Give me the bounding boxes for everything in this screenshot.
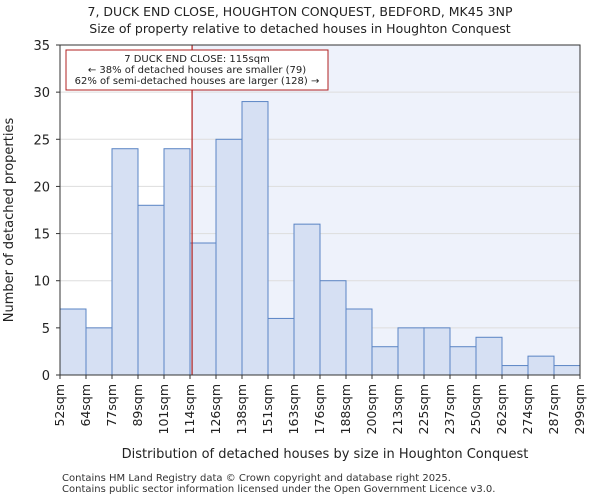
x-tick-label: 163sqm — [286, 384, 301, 434]
x-tick-label: 274sqm — [520, 384, 535, 434]
x-tick-label: 299sqm — [572, 384, 587, 434]
annotation-line-1: 7 DUCK END CLOSE: 115sqm — [124, 54, 270, 65]
bar-274sqm — [527, 355, 555, 376]
y-tick-label: 25 — [33, 133, 50, 148]
chart-subtitle: Size of property relative to detached ho… — [89, 21, 511, 36]
x-tick-label: 200sqm — [364, 384, 379, 434]
bar-176sqm — [319, 280, 347, 376]
x-tick-label: 89sqm — [130, 384, 145, 427]
annotation-box — [65, 49, 329, 91]
bar-52sqm — [59, 308, 87, 376]
x-tick-label: 77sqm — [104, 384, 119, 427]
bar-126sqm — [215, 138, 243, 376]
bar-163sqm — [293, 223, 321, 376]
annotation-line-3: 62% of semi-detached houses are larger (… — [75, 76, 320, 87]
x-tick-label: 250sqm — [468, 384, 483, 434]
bar-262sqm — [501, 365, 529, 376]
x-tick-label: 237sqm — [442, 384, 457, 434]
x-tick-label: 126sqm — [208, 384, 223, 434]
bar-89sqm — [137, 204, 165, 376]
y-tick-label: 10 — [33, 275, 50, 290]
y-axis-label: Number of detached properties — [2, 118, 17, 323]
bar-250sqm — [475, 336, 503, 376]
y-tick-label: 15 — [33, 228, 50, 243]
x-axis-label: Distribution of detached houses by size … — [122, 447, 529, 462]
x-tick-label: 114sqm — [182, 384, 197, 434]
bar-188sqm — [345, 308, 373, 376]
y-tick-label: 5 — [42, 322, 50, 337]
y-axis-ticks: 0 5 10 15 20 25 30 35 — [33, 39, 60, 384]
annotation-line-2: ← 38% of detached houses are smaller (79… — [88, 65, 306, 76]
y-tick-label: 0 — [42, 369, 50, 384]
x-tick-label: 138sqm — [234, 384, 249, 434]
bar-114sqm — [189, 242, 217, 376]
y-tick-label: 30 — [33, 86, 50, 101]
bar-64sqm — [85, 327, 113, 376]
bar-77sqm — [111, 148, 139, 376]
x-tick-label: 225sqm — [416, 384, 431, 434]
bar-237sqm — [449, 346, 477, 376]
x-tick-label: 52sqm — [52, 384, 67, 427]
plot-frame — [59, 44, 581, 376]
x-tick-label: 213sqm — [390, 384, 405, 434]
x-tick-label: 101sqm — [156, 384, 171, 434]
bar-287sqm — [553, 365, 581, 376]
x-tick-label: 64sqm — [78, 384, 93, 427]
bar-138sqm — [241, 101, 269, 376]
y-tick-label: 35 — [33, 39, 50, 54]
bar-101sqm — [163, 148, 191, 376]
x-tick-label: 188sqm — [338, 384, 353, 434]
x-tick-label: 287sqm — [546, 384, 561, 434]
x-tick-label: 151sqm — [260, 384, 275, 434]
bar-225sqm — [423, 327, 451, 376]
x-axis-ticks: 52sqm 64sqm 77sqm 89sqm 101sqm 114sqm 126sqm 13… — [52, 375, 587, 434]
bar-200sqm — [371, 346, 399, 376]
bar-151sqm — [267, 317, 295, 376]
footer-copyright: Contains HM Land Registry data © Crown c… — [62, 473, 451, 484]
chart-title: 7, DUCK END CLOSE, HOUGHTON CONQUEST, BE… — [87, 4, 513, 19]
bar-213sqm — [397, 327, 425, 376]
y-tick-label: 20 — [33, 180, 50, 195]
x-tick-label: 262sqm — [494, 384, 509, 434]
x-tick-label: 176sqm — [312, 384, 327, 434]
footer-licence: Contains public sector information licen… — [62, 484, 496, 495]
